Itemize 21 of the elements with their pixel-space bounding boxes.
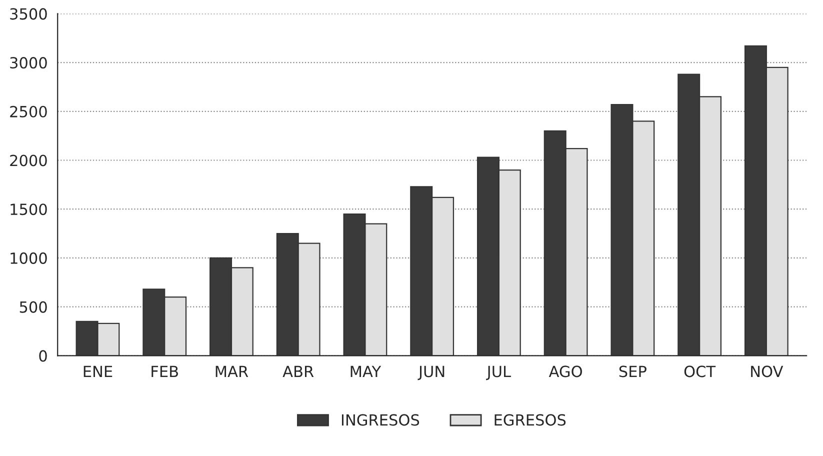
x-tick-label: ABR [282, 366, 314, 378]
legend-label: INGRESOS [342, 414, 420, 426]
x-tick-label: NOV [751, 366, 784, 378]
x-tick-label: MAR [216, 366, 248, 378]
y-tick-label: 2000 [10, 154, 47, 166]
x-tick-label: OCT [684, 366, 716, 378]
y-tick-label: 0 [39, 350, 47, 362]
x-tick-label: JUL [486, 366, 511, 380]
y-tick-label: 1000 [10, 252, 47, 264]
x-tick-label: SEP [619, 366, 646, 378]
x-tick-label: JUN [418, 366, 444, 380]
y-tick-label: 2500 [10, 106, 47, 118]
y-tick-label: 1500 [10, 204, 47, 216]
y-tick-label: 500 [20, 301, 47, 313]
y-tick-label: 3000 [10, 57, 47, 69]
y-tick-label: 3500 [10, 8, 47, 20]
legend-label: EGRESOS [494, 414, 566, 426]
x-tick-label: MAY [350, 366, 382, 378]
x-tick-label: ENE [84, 366, 112, 378]
x-tick-label: AGO [548, 366, 582, 378]
x-tick-label: FEB [152, 366, 178, 378]
